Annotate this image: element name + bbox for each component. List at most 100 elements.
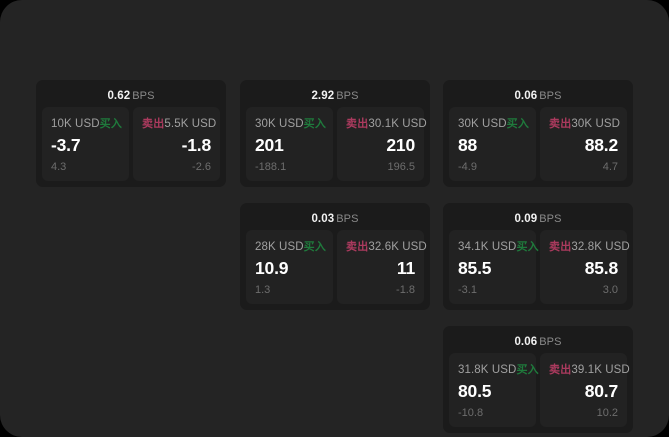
- spread-card[interactable]: 0.06 BPS 30K USD 买入 88 -4.9 卖出: [443, 80, 633, 187]
- buy-size-label: 31.8K USD: [458, 364, 517, 376]
- buy-price: 201: [255, 135, 284, 155]
- card-header: 2.92 BPS: [246, 86, 424, 103]
- card-panels: 30K USD 买入 201 -188.1 卖出 30.1K USD 210 1…: [246, 107, 427, 181]
- sell-panel-top: 卖出 39.1K USD: [549, 361, 630, 376]
- buy-panel[interactable]: 30K USD 买入 88 -4.9: [449, 107, 536, 181]
- buy-subvalue: -4.9: [458, 161, 477, 173]
- sell-side-label: 卖出: [142, 118, 165, 130]
- spread-card[interactable]: 0.09 BPS 34.1K USD 买入 85.5 -3.1 卖出: [443, 203, 633, 310]
- buy-size-label: 28K USD: [255, 241, 304, 253]
- buy-side-label: 买入: [99, 118, 123, 130]
- bps-value: 0.09: [514, 213, 538, 225]
- bps-unit: BPS: [336, 90, 359, 102]
- buy-panel-top: 30K USD 买入: [458, 115, 530, 130]
- sell-size-label: 32.8K USD: [571, 241, 630, 253]
- sell-side-label: 卖出: [346, 241, 369, 253]
- buy-size-label: 34.1K USD: [458, 241, 517, 253]
- buy-side-label: 买入: [506, 118, 530, 130]
- sell-side-label: 卖出: [549, 118, 572, 130]
- card-panels: 30K USD 买入 88 -4.9 卖出 30K USD 88.2 4.7: [449, 107, 627, 181]
- card-column-1: 0.62 BPS 10K USD 买入 -3.7 4.3 卖出: [36, 80, 226, 203]
- bps-value: 2.92: [311, 90, 335, 102]
- spread-card[interactable]: 0.06 BPS 31.8K USD 买入 80.5 -10.8 卖出: [443, 326, 633, 433]
- buy-price: 80.5: [458, 381, 492, 401]
- sell-panel[interactable]: 卖出 32.6K USD 11 -1.8: [337, 230, 427, 304]
- sell-price: 88.2: [584, 135, 618, 155]
- sell-price: -1.8: [181, 135, 212, 155]
- sell-side-label: 卖出: [549, 364, 572, 376]
- sell-price: 80.7: [584, 381, 618, 401]
- spread-card-board: 0.62 BPS 10K USD 买入 -3.7 4.3 卖出: [36, 80, 638, 433]
- buy-panel-top: 30K USD 买入: [255, 115, 327, 130]
- buy-side-label: 买入: [303, 241, 327, 253]
- buy-size-label: 30K USD: [458, 118, 507, 130]
- bps-unit: BPS: [539, 213, 562, 225]
- bps-unit: BPS: [336, 213, 359, 225]
- bps-value: 0.62: [107, 90, 131, 102]
- sell-panel[interactable]: 卖出 5.5K USD -1.8 -2.6: [133, 107, 220, 181]
- sell-panel-top: 卖出 5.5K USD: [142, 115, 216, 130]
- sell-subvalue: -2.6: [192, 161, 211, 173]
- buy-subvalue: -188.1: [255, 161, 287, 173]
- buy-side-label: 买入: [516, 364, 539, 376]
- sell-subvalue: 10.2: [596, 407, 618, 419]
- buy-panel[interactable]: 34.1K USD 买入 85.5 -3.1: [449, 230, 539, 304]
- buy-subvalue: 4.3: [51, 161, 67, 173]
- card-panels: 31.8K USD 买入 80.5 -10.8 卖出 39.1K USD 80.…: [449, 353, 630, 427]
- buy-price: 85.5: [458, 258, 492, 278]
- card-panels: 34.1K USD 买入 85.5 -3.1 卖出 32.8K USD 85.8…: [449, 230, 630, 304]
- bps-value: 0.06: [514, 336, 538, 348]
- bps-unit: BPS: [539, 336, 562, 348]
- buy-subvalue: 1.3: [255, 284, 271, 296]
- sell-panel[interactable]: 卖出 32.8K USD 85.8 3.0: [540, 230, 630, 304]
- buy-side-label: 买入: [303, 118, 327, 130]
- sell-size-label: 30.1K USD: [368, 118, 427, 130]
- sell-panel-top: 卖出 30.1K USD: [346, 115, 427, 130]
- sell-panel[interactable]: 卖出 39.1K USD 80.7 10.2: [540, 353, 630, 427]
- buy-size-label: 30K USD: [255, 118, 304, 130]
- buy-panel[interactable]: 30K USD 买入 201 -188.1: [246, 107, 333, 181]
- sell-subvalue: 3.0: [602, 284, 618, 296]
- bps-value: 0.06: [514, 90, 538, 102]
- buy-subvalue: -3.1: [458, 284, 477, 296]
- sell-panel[interactable]: 卖出 30.1K USD 210 196.5: [337, 107, 427, 181]
- spread-card[interactable]: 2.92 BPS 30K USD 买入 201 -188.1 卖出: [240, 80, 430, 187]
- sell-panel-top: 卖出 30K USD: [549, 115, 621, 130]
- sell-panel[interactable]: 卖出 30K USD 88.2 4.7: [540, 107, 627, 181]
- sell-price: 85.8: [584, 258, 618, 278]
- buy-side-label: 买入: [516, 241, 539, 253]
- buy-price: -3.7: [51, 135, 81, 155]
- card-header: 0.06 BPS: [449, 86, 627, 103]
- buy-price: 10.9: [255, 258, 289, 278]
- sell-subvalue: 4.7: [602, 161, 618, 173]
- buy-panel[interactable]: 31.8K USD 买入 80.5 -10.8: [449, 353, 539, 427]
- buy-size-label: 10K USD: [51, 118, 100, 130]
- card-panels: 28K USD 买入 10.9 1.3 卖出 32.6K USD 11 -1.8: [246, 230, 427, 304]
- sell-subvalue: 196.5: [387, 161, 415, 173]
- sell-panel-top: 卖出 32.6K USD: [346, 238, 427, 253]
- sell-side-label: 卖出: [346, 118, 369, 130]
- card-header: 0.03 BPS: [246, 209, 424, 226]
- card-panels: 10K USD 买入 -3.7 4.3 卖出 5.5K USD -1.8 -2.…: [42, 107, 220, 181]
- buy-panel-top: 31.8K USD 买入: [458, 361, 539, 376]
- sell-size-label: 30K USD: [571, 118, 621, 130]
- card-header: 0.62 BPS: [42, 86, 220, 103]
- spread-card[interactable]: 0.62 BPS 10K USD 买入 -3.7 4.3 卖出: [36, 80, 226, 187]
- buy-price: 88: [458, 135, 478, 155]
- buy-panel-top: 10K USD 买入: [51, 115, 123, 130]
- buy-subvalue: -10.8: [458, 407, 484, 419]
- bps-unit: BPS: [132, 90, 155, 102]
- spread-card[interactable]: 0.03 BPS 28K USD 买入 10.9 1.3 卖出: [240, 203, 430, 310]
- sell-price: 11: [396, 258, 415, 278]
- card-header: 0.06 BPS: [449, 332, 627, 349]
- sell-size-label: 5.5K USD: [164, 118, 217, 130]
- sell-panel-top: 卖出 32.8K USD: [549, 238, 630, 253]
- card-column-2: 2.92 BPS 30K USD 买入 201 -188.1 卖出: [240, 80, 430, 326]
- card-header: 0.09 BPS: [449, 209, 627, 226]
- buy-panel-top: 34.1K USD 买入: [458, 238, 539, 253]
- buy-panel[interactable]: 10K USD 买入 -3.7 4.3: [42, 107, 129, 181]
- buy-panel-top: 28K USD 买入: [255, 238, 327, 253]
- buy-panel[interactable]: 28K USD 买入 10.9 1.3: [246, 230, 333, 304]
- sell-price: 210: [386, 135, 415, 155]
